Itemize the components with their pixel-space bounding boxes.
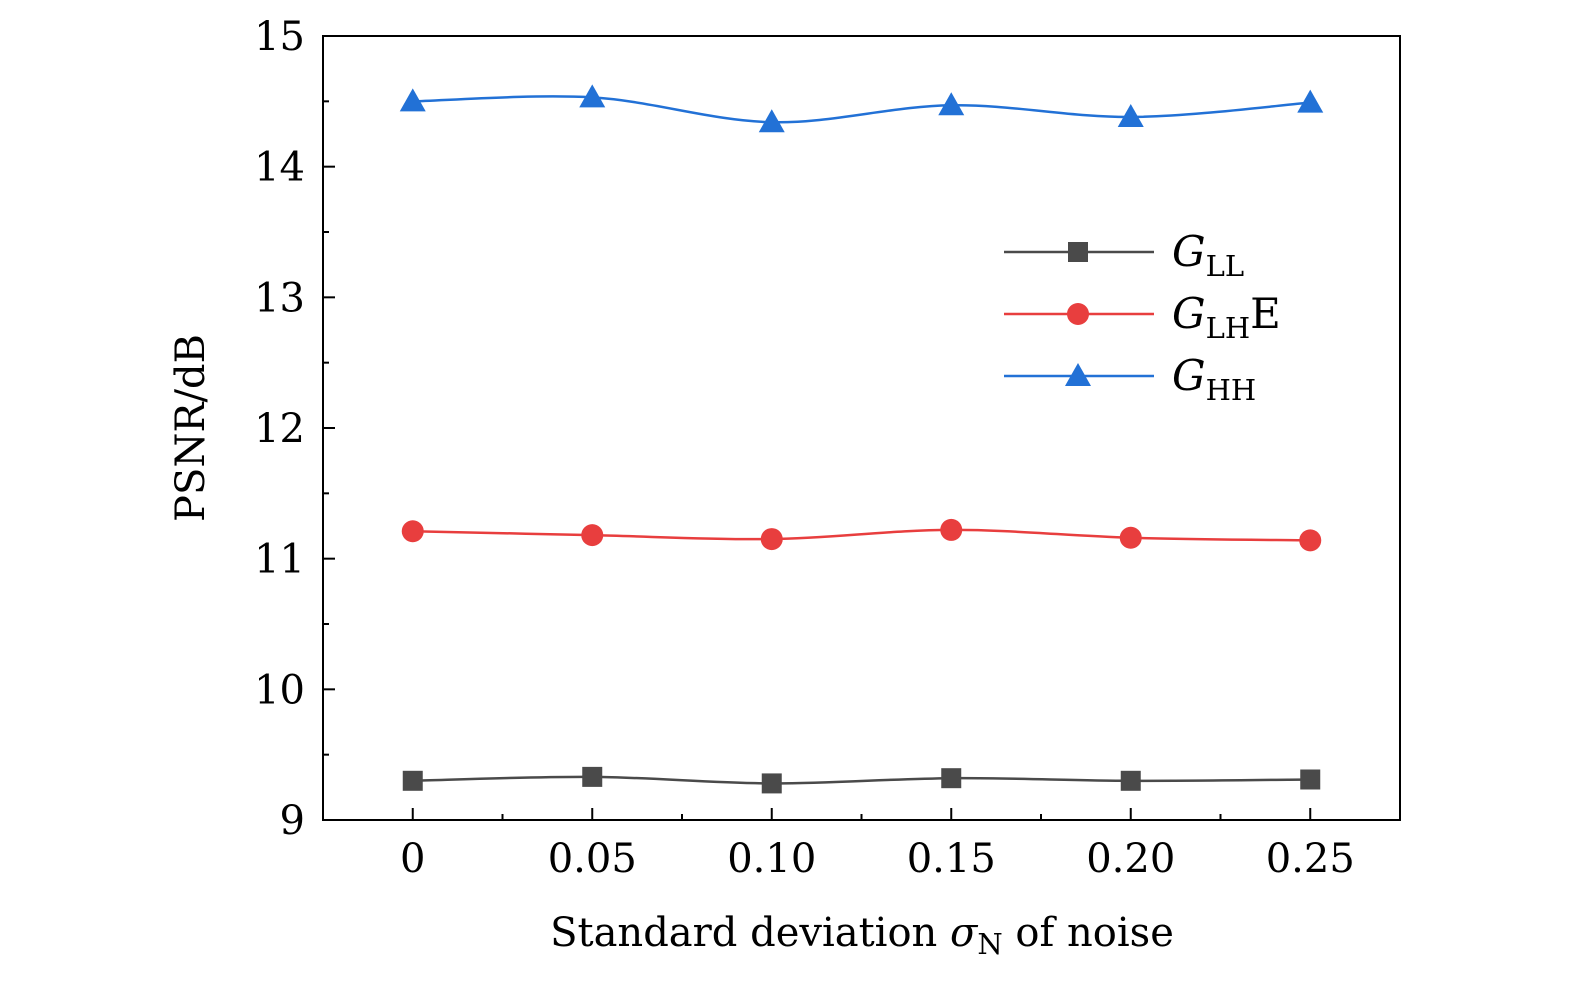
plot-frame — [322, 35, 1401, 821]
data-point-s2-6 — [1299, 529, 1322, 552]
data-point-s1-1 — [402, 770, 423, 791]
data-point-s3-2 — [579, 84, 606, 108]
tick-labels: 9 10 11 12 13 14 15 0 0.05 0.10 0.15 0.20 0.25 — [254, 14, 1355, 882]
legend-label: GLL — [1172, 227, 1244, 283]
legend-marker — [1067, 303, 1089, 325]
legend-label-main: G — [1172, 289, 1206, 338]
series-curves — [412, 95, 1311, 785]
data-point-s2-5 — [1119, 526, 1142, 549]
data-point-s1-2 — [582, 766, 603, 787]
data-point-s1-3 — [761, 773, 782, 794]
series-line-3 — [412, 95, 1311, 124]
data-point-s3-1 — [399, 88, 426, 112]
data-point-s1-5 — [1120, 770, 1141, 791]
y-tick-label: 11 — [254, 537, 305, 583]
series-markers — [399, 84, 1324, 794]
legend-label-main: G — [1172, 227, 1206, 276]
x-tick-label: 0.10 — [727, 836, 816, 882]
data-point-s3-4 — [938, 92, 965, 116]
legend-label-main: G — [1172, 351, 1206, 400]
y-axis-title: PSNR/dB — [168, 334, 214, 522]
legend-label: GLHE — [1172, 289, 1281, 345]
x-tick-label: 0.05 — [548, 836, 637, 882]
data-point-s1-6 — [1300, 769, 1321, 790]
data-point-s2-1 — [401, 520, 424, 543]
legend-item-3: GHH — [1004, 351, 1256, 407]
data-point-s1-4 — [941, 768, 962, 789]
legend-label-subscript: LL — [1206, 249, 1245, 283]
y-tick-label: 10 — [254, 667, 305, 713]
data-point-s2-2 — [581, 524, 604, 547]
legend-label-subscript: HH — [1206, 373, 1257, 407]
x-tick-label: 0.25 — [1266, 836, 1355, 882]
y-tick-label: 15 — [254, 14, 305, 60]
data-point-s3-3 — [758, 109, 785, 133]
axes — [322, 35, 1401, 821]
legend-label-subscript: LH — [1206, 311, 1251, 345]
x-tick-label: 0.15 — [907, 836, 996, 882]
legend-item-2: GLHE — [1004, 289, 1281, 345]
x-axis-title: Standard deviation σN of noise — [550, 910, 1174, 961]
x-axis-title-symbol: σ — [950, 910, 979, 956]
x-axis-title-subscript: N — [977, 927, 1002, 961]
x-tick-label: 0 — [400, 836, 425, 882]
data-point-s3-5 — [1117, 104, 1144, 128]
y-tick-label: 13 — [254, 275, 305, 321]
y-tick-label: 14 — [254, 145, 305, 191]
y-tick-label: 9 — [280, 798, 305, 844]
data-point-s2-4 — [940, 518, 963, 541]
x-tick-label: 0.20 — [1086, 836, 1175, 882]
legend-label-suffix: E — [1250, 289, 1281, 338]
y-tick-label: 12 — [254, 406, 305, 452]
data-point-s3-6 — [1297, 89, 1324, 113]
data-point-s2-3 — [760, 528, 783, 551]
x-axis-title-prefix: Standard deviation — [550, 910, 950, 956]
series-line-2 — [412, 528, 1311, 542]
legend-label: GHH — [1172, 351, 1256, 407]
legend-item-1: GLL — [1004, 227, 1244, 283]
series-line-1 — [412, 775, 1311, 785]
x-axis-title-suffix: of noise — [1003, 910, 1174, 956]
legend-marker — [1065, 363, 1091, 386]
legend-marker — [1068, 242, 1088, 262]
